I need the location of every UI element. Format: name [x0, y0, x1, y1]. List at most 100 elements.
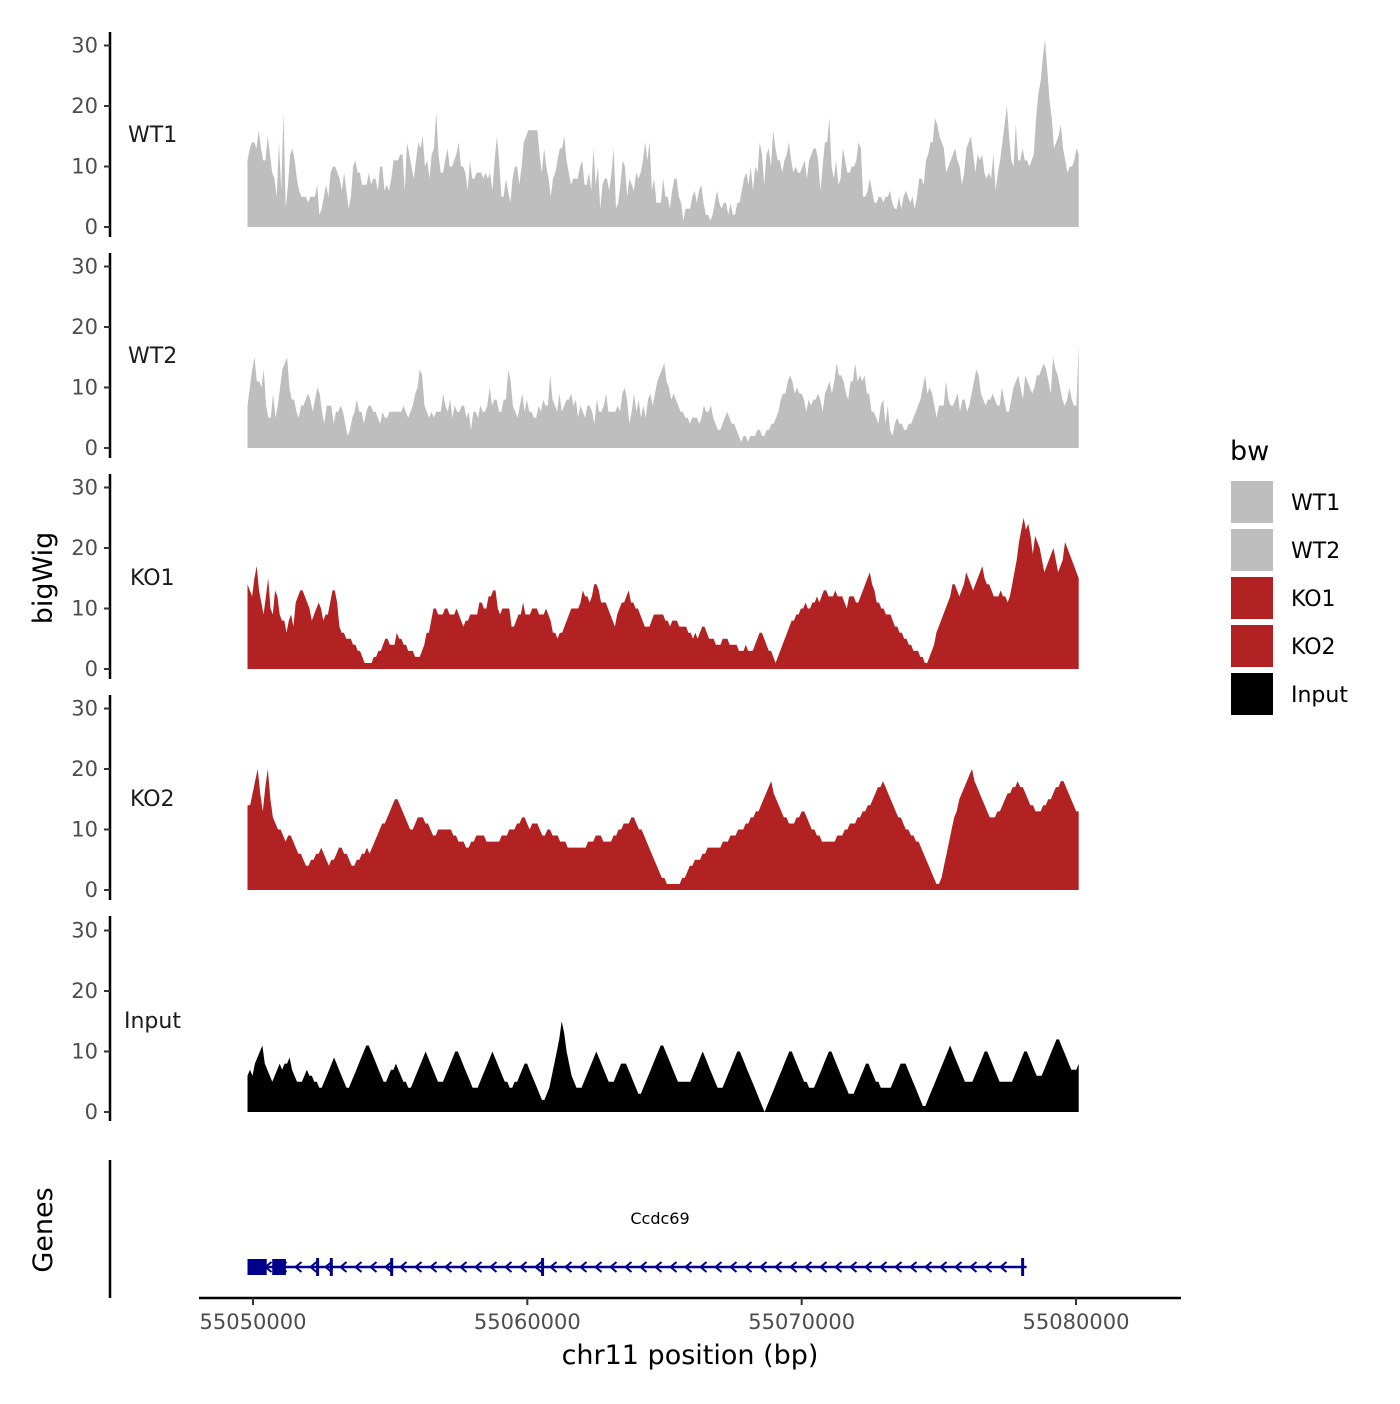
strand-arrow — [338, 1261, 348, 1273]
y-tick-label: 30 — [71, 34, 98, 58]
track-label-input: Input — [124, 1009, 181, 1034]
strand-arrow — [398, 1261, 408, 1273]
area-series-input — [247, 1021, 1079, 1112]
x-axis-title: chr11 position (bp) — [562, 1340, 819, 1371]
y-tick-label: 20 — [71, 757, 98, 781]
strand-arrow — [848, 1261, 858, 1273]
strand-arrow — [518, 1261, 528, 1273]
area-series-wt2 — [247, 345, 1079, 448]
strand-arrow — [653, 1261, 663, 1273]
y-tick-label: 30 — [71, 697, 98, 721]
x-tick-label: 55070000 — [748, 1310, 855, 1334]
area-series-ko2 — [247, 769, 1079, 890]
y-tick-label: 20 — [71, 979, 98, 1003]
legend-label-wt1: WT1 — [1291, 491, 1340, 516]
strand-arrow — [713, 1261, 723, 1273]
strand-arrow — [758, 1261, 768, 1273]
strand-arrow — [563, 1261, 573, 1273]
track-panel-ko1: KO1 — [108, 474, 1079, 679]
y-tick-label: 0 — [85, 1100, 98, 1124]
y-tick-label: 20 — [71, 94, 98, 118]
gene-model — [247, 1258, 1027, 1276]
strand-arrow — [998, 1261, 1008, 1273]
y-tick-label: 20 — [71, 315, 98, 339]
strand-arrow — [638, 1261, 648, 1273]
legend-title: bw — [1230, 436, 1269, 467]
strand-arrow — [683, 1261, 693, 1273]
y-tick-label: 20 — [71, 536, 98, 560]
y-tick-label: 0 — [85, 215, 98, 239]
strand-arrow — [743, 1261, 753, 1273]
area-series-wt1 — [247, 39, 1079, 227]
strand-arrow — [623, 1261, 633, 1273]
strand-arrow — [488, 1261, 498, 1273]
strand-arrow — [458, 1261, 468, 1273]
strand-arrow — [863, 1261, 873, 1273]
genes-panel: Genes Ccdc69 — [28, 1160, 1027, 1298]
strand-arrow — [818, 1261, 828, 1273]
track-panel-wt1: WT1 — [108, 32, 1079, 237]
y-tick-label: 0 — [85, 878, 98, 902]
legend-label-input: Input — [1291, 683, 1348, 708]
area-series-ko1 — [247, 517, 1079, 669]
strand-arrow — [578, 1261, 588, 1273]
strand-arrow — [698, 1261, 708, 1273]
strand-arrow — [938, 1261, 948, 1273]
y-axis-title: bigWig — [28, 532, 59, 625]
genes-axis-title: Genes — [28, 1187, 59, 1272]
gene-exon — [272, 1259, 286, 1275]
strand-arrow — [953, 1261, 963, 1273]
strand-arrow — [893, 1261, 903, 1273]
y-tick-label: 10 — [71, 376, 98, 400]
strand-arrow — [908, 1261, 918, 1273]
x-tick-label: 55060000 — [474, 1310, 581, 1334]
strand-arrow — [473, 1261, 483, 1273]
strand-arrow — [803, 1261, 813, 1273]
strand-arrow — [533, 1261, 543, 1273]
gene-exon — [390, 1258, 394, 1276]
strand-arrow — [608, 1261, 618, 1273]
strand-arrow — [833, 1261, 843, 1273]
y-tick-label: 30 — [71, 919, 98, 943]
strand-arrow — [443, 1261, 453, 1273]
track-label-ko1: KO1 — [130, 566, 175, 591]
legend-key-ko2 — [1229, 623, 1275, 669]
y-tick-label: 0 — [85, 436, 98, 460]
strand-arrow — [428, 1261, 438, 1273]
strand-arrow — [368, 1261, 378, 1273]
y-tick-label: 10 — [71, 818, 98, 842]
legend-key-ko1 — [1229, 575, 1275, 621]
strand-arrow — [383, 1261, 393, 1273]
gene-exon — [247, 1259, 267, 1275]
legend: bw WT1 WT2 KO1 KO2 Input — [1229, 436, 1348, 717]
strand-arrow — [668, 1261, 678, 1273]
strand-arrow — [293, 1261, 303, 1273]
legend-label-ko1: KO1 — [1291, 587, 1336, 612]
y-ticks: 0 10 20 30 0 10 20 30 0 10 20 30 0 10 20 30 0 10 20 30 — [71, 34, 110, 1124]
strand-arrow — [593, 1261, 603, 1273]
track-panel-input: Input — [108, 916, 1079, 1121]
strand-arrow — [983, 1261, 993, 1273]
x-ticks: 55050000 55060000 55070000 55080000 — [200, 1298, 1129, 1334]
strand-arrow — [548, 1261, 558, 1273]
gene-exon — [329, 1258, 333, 1276]
track-label-wt1: WT1 — [128, 123, 177, 148]
x-tick-label: 55050000 — [200, 1310, 307, 1334]
track-label-wt2: WT2 — [128, 344, 177, 369]
strand-arrow — [503, 1261, 513, 1273]
strand-arrow — [323, 1261, 333, 1273]
strand-arrow — [728, 1261, 738, 1273]
strand-arrow — [788, 1261, 798, 1273]
y-tick-label: 0 — [85, 657, 98, 681]
gene-exon — [541, 1258, 545, 1276]
track-panel-wt2: WT2 — [108, 253, 1079, 458]
legend-key-wt2 — [1229, 527, 1275, 573]
y-tick-label: 10 — [71, 597, 98, 621]
gene-exon — [1021, 1258, 1025, 1276]
strand-arrow — [308, 1261, 318, 1273]
y-tick-label: 10 — [71, 1040, 98, 1064]
legend-label-wt2: WT2 — [1291, 539, 1340, 564]
track-label-ko2: KO2 — [130, 787, 175, 812]
